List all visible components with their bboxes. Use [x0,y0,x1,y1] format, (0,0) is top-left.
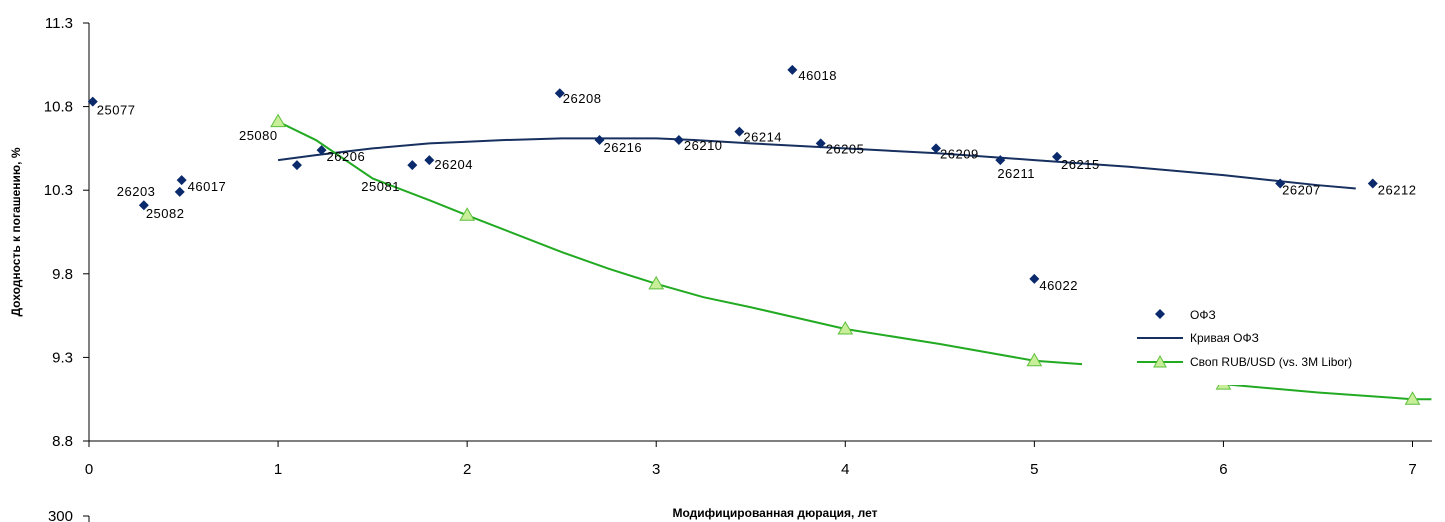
legend-background [1082,300,1392,385]
ofz-point [407,160,418,171]
ofz-point [931,143,942,154]
ofz-point [594,135,605,146]
x-tick-label: 5 [1030,461,1038,478]
x-tick-label: 4 [841,461,849,478]
swap-marker [648,275,665,290]
ofz-point-label: 26203 [117,184,156,199]
swap-marker [1026,352,1043,367]
y-tick-label: 10.3 [44,182,73,199]
x-tick-label: 6 [1219,461,1227,478]
ofz-point [138,200,149,211]
legend-label-swap: Своп RUB/USD (vs. 3M Libor) [1190,355,1352,369]
x-tick-label: 0 [85,461,93,478]
ofz-point [176,175,187,186]
ofz-point-label: 26210 [684,138,723,153]
legend-item-ofz: ОФЗ [1155,308,1216,322]
ofz-point-label: 25077 [97,103,136,118]
ofz-point [995,155,1006,166]
x-tick-label: 3 [652,461,660,478]
secondary-axis-stub: 300 [48,508,90,522]
legend-item-curve: Кривая ОФЗ [1137,331,1259,345]
y-tick-label: 10.8 [44,99,73,116]
y-axis-title: Доходность к погашению, % [9,147,23,316]
y-axis-ticks: 8.8 9.3 9.8 10.3 10.8 11.3 [44,15,89,450]
secondary-axis-tick-label: 300 [48,508,73,522]
ofz-point-label: 26215 [1061,157,1100,172]
ofz-point [787,64,798,75]
x-tick-label: 1 [274,461,282,478]
ofz-point-label: 26209 [940,146,979,161]
ofz-point [424,155,435,166]
ofz-point [1052,151,1063,162]
ofz-point-label: 26207 [1282,183,1321,198]
ofz-point [87,96,98,107]
ofz-point-label: 26204 [434,157,473,172]
y-tick-label: 11.3 [45,15,73,32]
x-tick-label: 2 [463,461,471,478]
swap-marker [270,113,286,128]
ofz-points-layer: 25077 25082 26203 46017 25080 26206 25081 26204… [87,64,1417,293]
legend-triangle-icon [1153,354,1167,368]
legend-item-swap: Своп RUB/USD (vs. 3M Libor) [1137,354,1352,369]
legend: ОФЗ Кривая ОФЗ Своп RUB/USD (vs. 3M Libo… [1082,300,1392,385]
ofz-point-label: 25081 [361,179,400,194]
ofz-point [316,145,327,156]
ofz-point-label: 26211 [997,166,1035,181]
ofz-point [734,126,745,137]
ofz-point [1367,178,1378,189]
legend-diamond-icon [1155,309,1165,319]
ofz-point-label: 26206 [327,149,366,164]
x-axis-ticks: 0 1 2 3 4 5 6 7 [85,441,1417,478]
ofz-point [554,88,565,99]
ofz-point-label: 46018 [798,68,837,83]
ofz-point-label: 25082 [146,206,185,221]
swap-marker [1404,391,1421,405]
ofz-point-label: 25080 [239,128,278,143]
ofz-point-label: 46017 [188,179,227,194]
y-tick-label: 9.8 [52,266,73,283]
ofz-point [291,160,302,171]
x-axis-title: Модифицированная дюрация, лет [672,506,877,520]
swap-marker [837,320,854,335]
ofz-point-label: 46022 [1039,278,1078,293]
ofz-point [815,138,826,149]
ofz-point [174,186,185,197]
ofz-point-label: 26205 [826,141,865,156]
swap-marker [459,207,476,221]
y-tick-label: 8.8 [52,433,73,450]
plot-area: 8.8 9.3 9.8 10.3 10.8 11.3 0 1 2 3 4 5 6 7 25077 2508… [44,15,1432,478]
ofz-point [1275,178,1286,189]
legend-label-ofz: ОФЗ [1190,308,1216,322]
ofz-point-label: 26212 [1378,183,1417,198]
ofz-point-label: 26208 [563,91,602,106]
y-tick-label: 9.3 [52,349,73,366]
ofz-point-label: 26216 [603,140,642,155]
legend-label-curve: Кривая ОФЗ [1190,331,1259,345]
ofz-point [1029,273,1040,284]
ofz-point-label: 26214 [743,130,782,145]
x-tick-label: 7 [1408,461,1416,478]
ofz-point [673,135,684,146]
